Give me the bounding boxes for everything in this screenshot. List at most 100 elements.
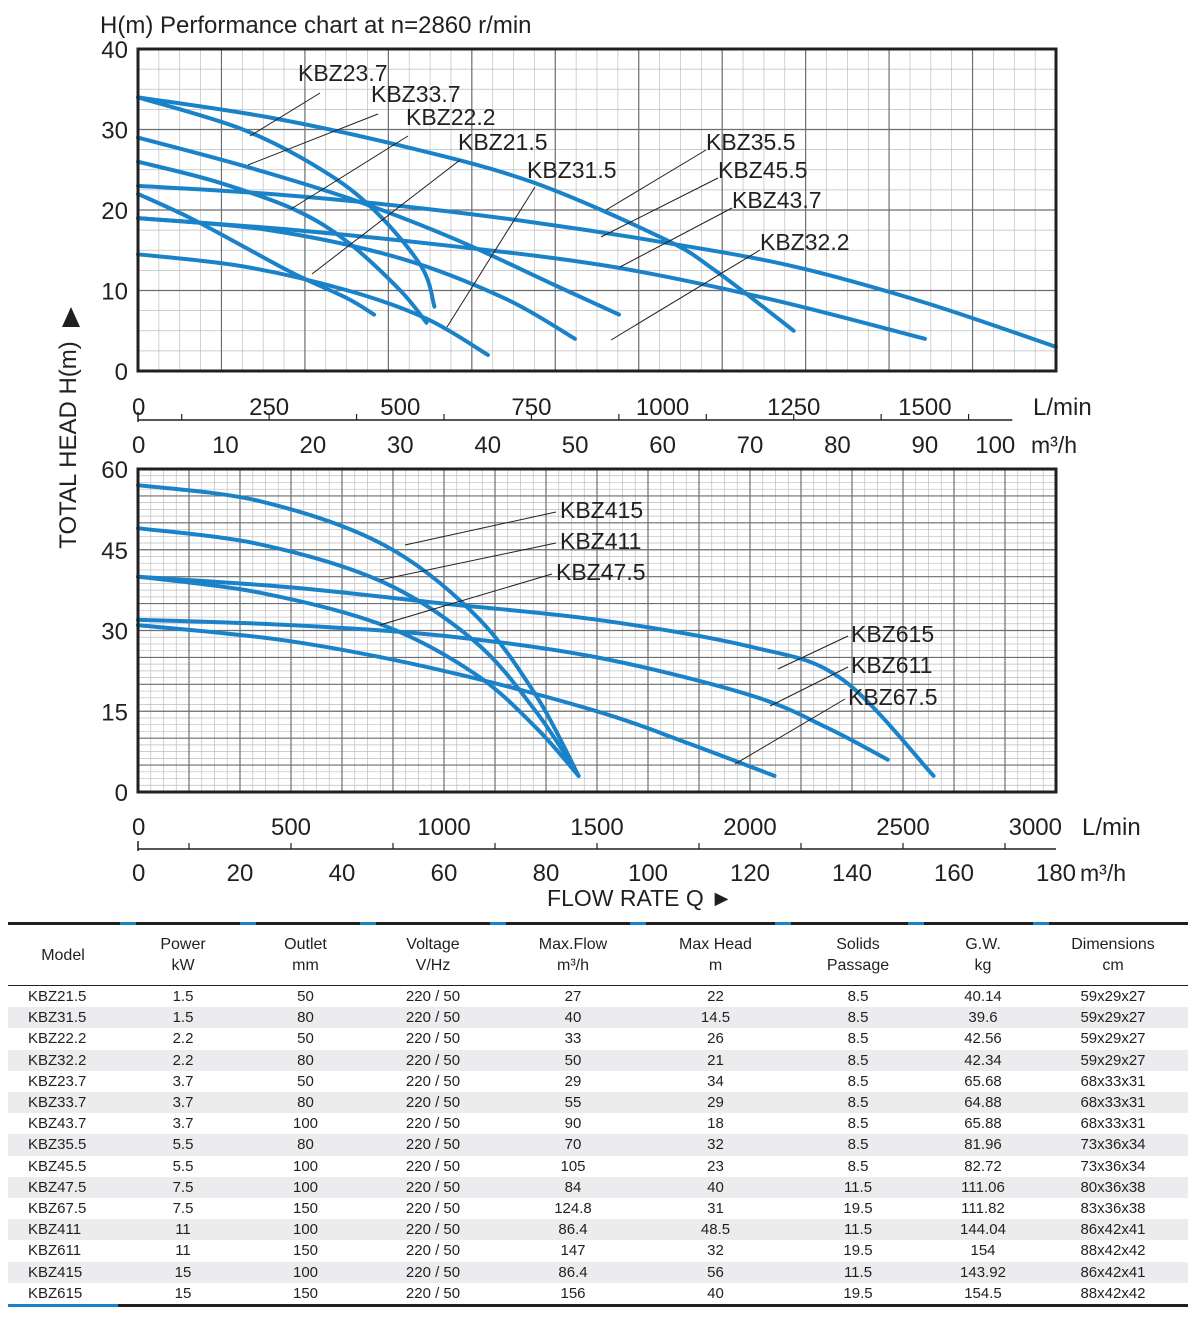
table-cell: 220 / 50 — [363, 1219, 503, 1241]
c2-xtick-label: 0 — [132, 814, 145, 841]
table-cell: 220 / 50 — [363, 1261, 503, 1283]
col-header-model: Model — [8, 925, 118, 986]
curve-kbz615 — [136, 574, 936, 778]
table-cell: 50 — [503, 1049, 643, 1071]
col-header-line1: G.W. — [965, 936, 1001, 953]
leader-kbz47-5 — [379, 573, 553, 626]
leader-kbz615 — [777, 635, 849, 670]
c1-xtick-label: 1000 — [636, 394, 689, 421]
col-header-line2: kW — [171, 957, 195, 974]
c2-x2tick-label: 120 — [730, 860, 770, 887]
table-cell: 29 — [564, 1072, 582, 1090]
leader-kbz22-2 — [290, 135, 409, 210]
table-cell: 220 / 50 — [405, 1242, 461, 1260]
table-cell: 220 / 50 — [405, 1072, 461, 1090]
table-cell: 220 / 50 — [363, 1007, 503, 1029]
table-cell: 86x42x41 — [1038, 1219, 1188, 1241]
table-cell: 50 — [297, 988, 314, 1005]
table-cell: 2.2 — [172, 1030, 194, 1048]
c1-xtick-label: 500 — [380, 394, 420, 421]
table-cell: 100 — [248, 1261, 363, 1283]
leader-kbz21-5 — [311, 159, 461, 275]
table-cell: KBZ415 — [8, 1261, 118, 1283]
table-cell: 220 / 50 — [405, 988, 461, 1005]
table-cell: 11 — [175, 1242, 191, 1260]
table-cell: 154 — [970, 1242, 996, 1260]
col-header-voltage: Voltage V/Hz — [363, 925, 503, 986]
c2-x2tick-label: 0 — [132, 860, 145, 887]
table-cell: 220 / 50 — [405, 1115, 461, 1133]
table-cell: 42.56 — [964, 1030, 1002, 1048]
table-cell: 124.8 — [554, 1200, 592, 1218]
table-row: KBZ67.5 7.5 150 220 / 50 124.8 31 19.5 111.82 83… — [8, 1198, 1188, 1219]
table-cell: 144.04 — [928, 1219, 1038, 1241]
c1-x2tick-label: 40 — [474, 432, 501, 459]
leader-kbz411 — [379, 542, 557, 581]
table-body: KBZ21.5 1.5 50 220 / 50 27 22 8.5 40.14 59x29x27… — [8, 986, 1188, 1305]
c1-ytick-label: 10 — [101, 279, 128, 306]
table-cell: 86.4 — [503, 1261, 643, 1283]
label-kbz47-5: KBZ47.5 — [556, 559, 646, 585]
table-cell: 83x36x38 — [1080, 1200, 1146, 1218]
table-cell: 80 — [248, 1134, 363, 1156]
table-cell: 59x29x27 — [1080, 1030, 1146, 1048]
col-header-line2: m — [708, 957, 723, 974]
label-kbz45-5: KBZ45.5 — [718, 157, 808, 183]
table-row: KBZ32.2 2.2 80 220 / 50 50 21 8.5 42.34 59x29x27 — [8, 1049, 1188, 1071]
c1-x2tick-label: 50 — [562, 432, 589, 459]
col-header-g-w: G.W. kg — [928, 925, 1038, 986]
curve-kbz35-5 — [136, 95, 796, 333]
c2-ytick-label: 15 — [101, 699, 128, 726]
table-cell: 86.4 — [503, 1219, 643, 1241]
col-header-outlet: Outlet mm — [248, 925, 363, 986]
table-cell: 7.5 — [118, 1176, 248, 1199]
table-cell: KBZ35.5 — [8, 1134, 118, 1156]
table-row: KBZ21.5 1.5 50 220 / 50 27 22 8.5 40.14 59x29x27 — [8, 986, 1188, 1008]
col-header-power: Power kW — [118, 925, 248, 986]
col-header-line1: Voltage — [406, 936, 460, 953]
table-cell: 156 — [560, 1284, 586, 1302]
leader-kbz67-5 — [734, 698, 846, 765]
c1-ytick-label: 30 — [101, 118, 128, 145]
table-cell: 147 — [560, 1242, 586, 1260]
c2-xtick-label: 500 — [271, 814, 311, 841]
curve-kbz31-5 — [136, 252, 490, 357]
col-header-line1: Dimensions — [1071, 936, 1155, 953]
c1-frame — [136, 47, 1058, 373]
table-cell: 90 — [564, 1115, 582, 1133]
table-cell: 27 — [564, 988, 582, 1005]
label-kbz32-2: KBZ32.2 — [760, 229, 850, 255]
table-cell: 68x33x31 — [1080, 1072, 1146, 1090]
table-row: KBZ611 11 150 220 / 50 147 32 19.5 154 88x42x42 — [8, 1240, 1188, 1261]
col-header-line2: cm — [1102, 957, 1124, 974]
table-cell: 105 — [560, 1157, 586, 1175]
table-cell: KBZ33.7 — [8, 1092, 118, 1114]
table-cell: 19.5 — [843, 1242, 873, 1260]
spec-table: Model Power kW Outlet mm Voltage V/Hz Max.Flow m… — [8, 925, 1188, 1304]
table-cell: 86x42x41 — [1038, 1261, 1188, 1283]
table-cell: 65.88 — [964, 1115, 1002, 1133]
c2-xtick-label: 1500 — [570, 814, 623, 841]
table-top-rule — [8, 922, 1188, 925]
leader-kbz611 — [769, 666, 849, 707]
table-cell: 5.5 — [118, 1134, 248, 1156]
c1-xlabel-lmin: L/min — [1033, 394, 1092, 421]
table-cell: 11.5 — [788, 1176, 928, 1199]
table-cell: 19.5 — [843, 1200, 873, 1218]
table-cell: 23 — [707, 1157, 724, 1175]
table-cell: 40 — [643, 1176, 788, 1199]
table-cell: 150 — [292, 1200, 319, 1218]
table-cell: 2.2 — [118, 1049, 248, 1071]
table-cell: KBZ411 — [8, 1219, 118, 1241]
table-cell: 22 — [707, 988, 724, 1005]
table-cell: 11.5 — [788, 1219, 928, 1241]
table-cell: 88x42x42 — [1080, 1284, 1146, 1302]
table-row: KBZ31.5 1.5 80 220 / 50 40 14.5 8.5 39.6 59x29x2… — [8, 1007, 1188, 1029]
c1-x2tick-label: 20 — [300, 432, 327, 459]
col-header-line2: m³/h — [557, 957, 589, 974]
table-row: KBZ415 15 100 220 / 50 86.4 56 11.5 143.92 86x42… — [8, 1261, 1188, 1283]
table-cell: 82.72 — [964, 1157, 1002, 1175]
table-cell: 11 — [118, 1219, 248, 1241]
c1-x2tick-label: 100 — [975, 432, 1015, 459]
table-cell: 8.5 — [847, 988, 869, 1005]
